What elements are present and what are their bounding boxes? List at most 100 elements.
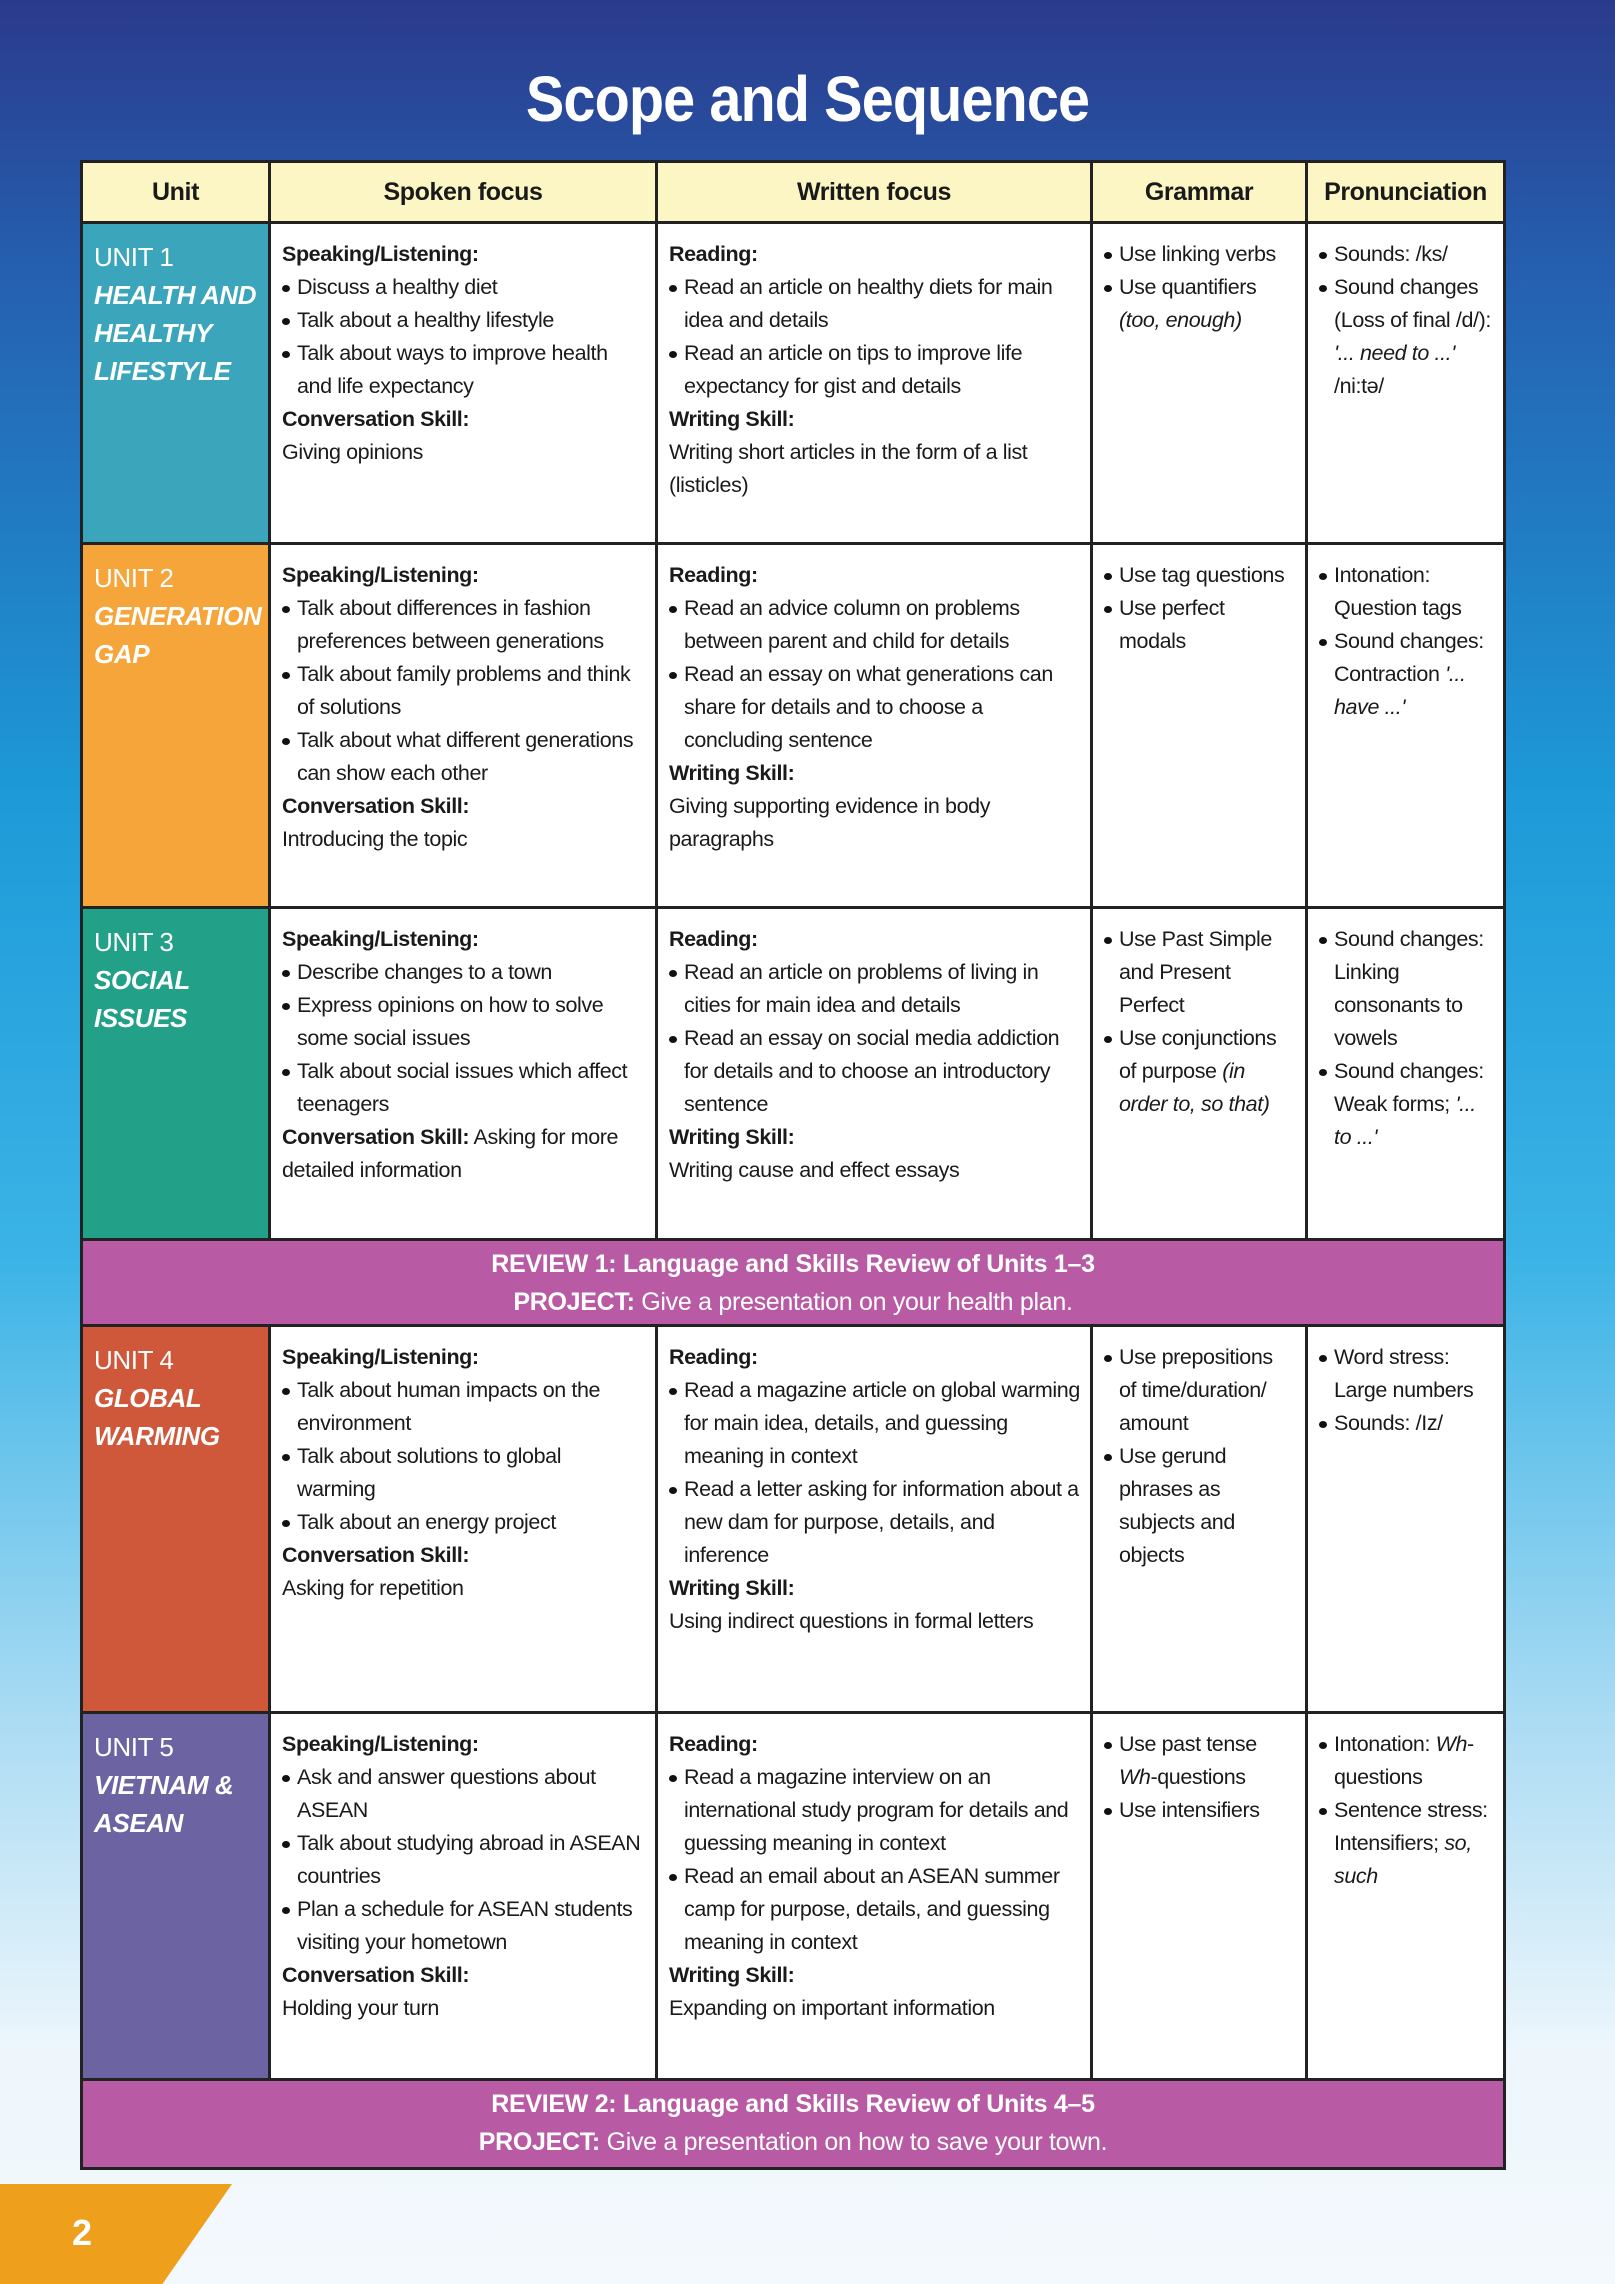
header-grammar: Grammar <box>1093 163 1308 221</box>
section-label: Reading: <box>669 563 758 587</box>
written-focus-cell: Reading: Read a magazine interview on an … <box>658 1714 1093 2078</box>
bullet-item: Read an advice column on problems betwee… <box>669 592 1080 658</box>
text: Read a letter asking for information abo… <box>684 1477 1079 1567</box>
italic-text: '... to ...' <box>1334 1092 1476 1149</box>
bullet-item: Sound changes: Weak forms; '... to ...' <box>1319 1055 1493 1154</box>
bullet-item: Use intensifiers <box>1104 1794 1295 1827</box>
project-line: PROJECT: Give a presentation on your hea… <box>87 1283 1499 1321</box>
text: Use past tense <box>1119 1732 1257 1756</box>
section-label: Reading: <box>669 1345 758 1369</box>
unit-number: UNIT 4 <box>94 1345 174 1375</box>
paragraph: Using indirect questions in formal lette… <box>669 1605 1080 1638</box>
page-title: Scope and Sequence <box>525 63 1090 135</box>
bullet-item: Talk about differences in fashion prefer… <box>282 592 645 658</box>
text: Sound changes: Weak forms; <box>1334 1059 1484 1116</box>
italic-text: '... need to ...' <box>1334 341 1455 365</box>
unit-cell: UNIT 2 GENERATION GAP <box>83 545 271 906</box>
text: Sentence stress: Intensifiers; <box>1334 1798 1488 1855</box>
bullet-item: Intonation: Question tags <box>1319 559 1493 625</box>
unit-number: UNIT 3 <box>94 927 174 957</box>
table-header-row: Unit Spoken focus Written focus Grammar … <box>83 163 1503 224</box>
unit-row: UNIT 3 SOCIAL ISSUES Speaking/Listening: De… <box>83 909 1503 1241</box>
paragraph: Holding your turn <box>282 1992 645 2025</box>
written-focus-cell: Reading: Read an article on healthy diets… <box>658 224 1093 542</box>
text: Talk about an energy project <box>297 1510 556 1534</box>
grammar-cell: Use linking verbs Use quantifiers (too, e… <box>1093 224 1308 542</box>
bullet-item: Sounds: /ks/ <box>1319 238 1493 271</box>
text: Giving opinions <box>282 440 424 464</box>
text: Writing short articles in the form of a … <box>669 440 1028 497</box>
text: Sound changes: Linking consonants to vow… <box>1334 927 1484 1050</box>
text: Intonation: Question tags <box>1334 563 1462 620</box>
text: Read a magazine article on global warmin… <box>684 1378 1080 1468</box>
text: Read a magazine interview on an internat… <box>684 1765 1069 1855</box>
italic-text: (in order to, so that) <box>1119 1059 1270 1116</box>
review-title: REVIEW 2: Language and Skills Review of … <box>491 2090 1095 2118</box>
bullet-item: Read a magazine interview on an internat… <box>669 1761 1080 1860</box>
text: Read an article on problems of living in… <box>684 960 1039 1017</box>
grammar-cell: Use past tense Wh-questions Use intensifi… <box>1093 1714 1308 2078</box>
text: Read an article on tips to improve life … <box>684 341 1023 398</box>
spoken-focus-cell: Speaking/Listening: Discuss a healthy die… <box>271 224 658 542</box>
unit-cell: UNIT 5 VIETNAM & ASEAN <box>83 1714 271 2078</box>
bullet-item: Sound changes: Linking consonants to vow… <box>1319 923 1493 1055</box>
project-text: Give a presentation on your health plan. <box>634 1288 1073 1316</box>
text: Talk about differences in fashion prefer… <box>297 596 604 653</box>
header-pronunciation: Pronunciation <box>1308 163 1503 221</box>
text: Introducing the topic <box>282 827 468 851</box>
bullet-item: Talk about human impacts on the environm… <box>282 1374 645 1440</box>
text: Expanding on important information <box>669 1996 995 2020</box>
text: Read an essay on what generations can sh… <box>684 662 1053 752</box>
text: Read an essay on social media addiction … <box>684 1026 1060 1116</box>
text: Talk about what different generations ca… <box>297 728 634 785</box>
text: Use linking verbs <box>1119 242 1276 266</box>
project-label: PROJECT: <box>513 1288 635 1316</box>
bullet-item: Use perfect modals <box>1104 592 1295 658</box>
paragraph: Writing cause and effect essays <box>669 1154 1080 1187</box>
text: Use conjunctions of purpose <box>1119 1026 1277 1083</box>
bullet-item: Talk about solutions to global warming <box>282 1440 645 1506</box>
text: Sounds: /Iz/ <box>1334 1411 1443 1435</box>
review-row: REVIEW 2: Language and Skills Review of … <box>83 2081 1503 2167</box>
text: Use gerund phrases as subjects and objec… <box>1119 1444 1235 1567</box>
text: Sounds: /ks/ <box>1334 242 1448 266</box>
unit-title: SOCIAL ISSUES <box>94 965 190 1033</box>
bullet-item: Talk about social issues which affect te… <box>282 1055 645 1121</box>
bullet-item: Use gerund phrases as subjects and objec… <box>1104 1440 1295 1572</box>
text: Holding your turn <box>282 1996 439 2020</box>
text: Use tag questions <box>1119 563 1285 587</box>
bullet-item: Ask and answer questions about ASEAN <box>282 1761 645 1827</box>
unit-cell: UNIT 4 GLOBAL WARMING <box>83 1327 271 1711</box>
header-unit: Unit <box>83 163 271 221</box>
text: Asking for more detailed information <box>282 1125 619 1182</box>
review-banner: REVIEW 1: Language and Skills Review of … <box>83 1241 1503 1324</box>
header-spoken-focus: Spoken focus <box>271 163 658 221</box>
bold-label: Conversation Skill: <box>282 1125 470 1149</box>
section-label: Conversation Skill: <box>282 794 470 818</box>
bullet-item: Use conjunctions of purpose (in order to… <box>1104 1022 1295 1121</box>
bullet-item: Read an essay on social media addiction … <box>669 1022 1080 1121</box>
bullet-item: Use Past Simple and Present Perfect <box>1104 923 1295 1022</box>
bullet-item: Talk about a healthy lifestyle <box>282 304 645 337</box>
bullet-item: Talk about an energy project <box>282 1506 645 1539</box>
unit-title: GENERATION GAP <box>94 601 262 669</box>
section-label: Writing Skill: <box>669 1576 795 1600</box>
text: Use Past Simple and Present Perfect <box>1119 927 1272 1017</box>
text: Use quantifiers <box>1119 275 1257 299</box>
text: Writing cause and effect essays <box>669 1158 960 1182</box>
bullet-item: Use past tense Wh-questions <box>1104 1728 1295 1794</box>
text: /ni:tə/ <box>1334 374 1384 398</box>
bullet-item: Sound changes: Contraction '... have ...… <box>1319 625 1493 724</box>
project-line: PROJECT: Give a presentation on how to s… <box>87 2123 1499 2161</box>
text: Giving supporting evidence in body parag… <box>669 794 991 851</box>
paragraph: Introducing the topic <box>282 823 645 856</box>
paragraph: Giving supporting evidence in body parag… <box>669 790 1080 856</box>
text: Talk about a healthy lifestyle <box>297 308 554 332</box>
bullet-item: Talk about what different generations ca… <box>282 724 645 790</box>
text: Ask and answer questions about ASEAN <box>297 1765 596 1822</box>
unit-number: UNIT 1 <box>94 242 174 272</box>
text: Discuss a healthy diet <box>297 275 498 299</box>
unit-row: UNIT 5 VIETNAM & ASEAN Speaking/Listening:… <box>83 1714 1503 2081</box>
bullet-item: Sound changes (Loss of final /d/): '... … <box>1319 271 1493 403</box>
grammar-cell: Use tag questions Use perfect modals <box>1093 545 1308 906</box>
